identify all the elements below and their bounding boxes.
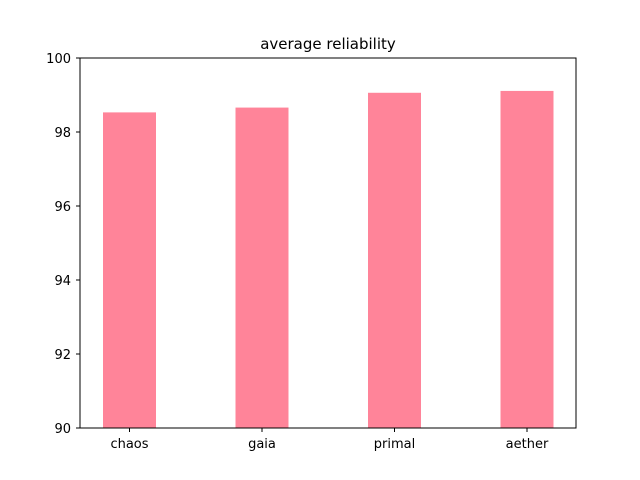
bar-gaia — [235, 107, 289, 428]
bar-primal — [368, 92, 421, 428]
x-axis: chaos gaia primal aether — [110, 428, 549, 452]
plot-frame — [79, 57, 577, 429]
y-axis: 90 92 94 96 98 100 — [46, 52, 80, 437]
y-tick-label: 92 — [54, 348, 71, 363]
bar-aether — [500, 90, 554, 429]
y-tick-label: 90 — [54, 422, 71, 437]
chart-title: average reliability — [260, 35, 396, 53]
x-tick-label: primal — [374, 437, 415, 452]
bars-group — [103, 90, 554, 429]
bar-chaos — [103, 112, 156, 428]
y-tick-label: 94 — [54, 274, 71, 289]
x-tick-label: aether — [506, 437, 549, 452]
y-tick-label: 96 — [54, 200, 71, 215]
x-tick-label: gaia — [248, 437, 276, 452]
y-tick-label: 100 — [46, 52, 71, 67]
x-tick-label: chaos — [110, 437, 148, 452]
y-tick-label: 98 — [54, 126, 71, 141]
